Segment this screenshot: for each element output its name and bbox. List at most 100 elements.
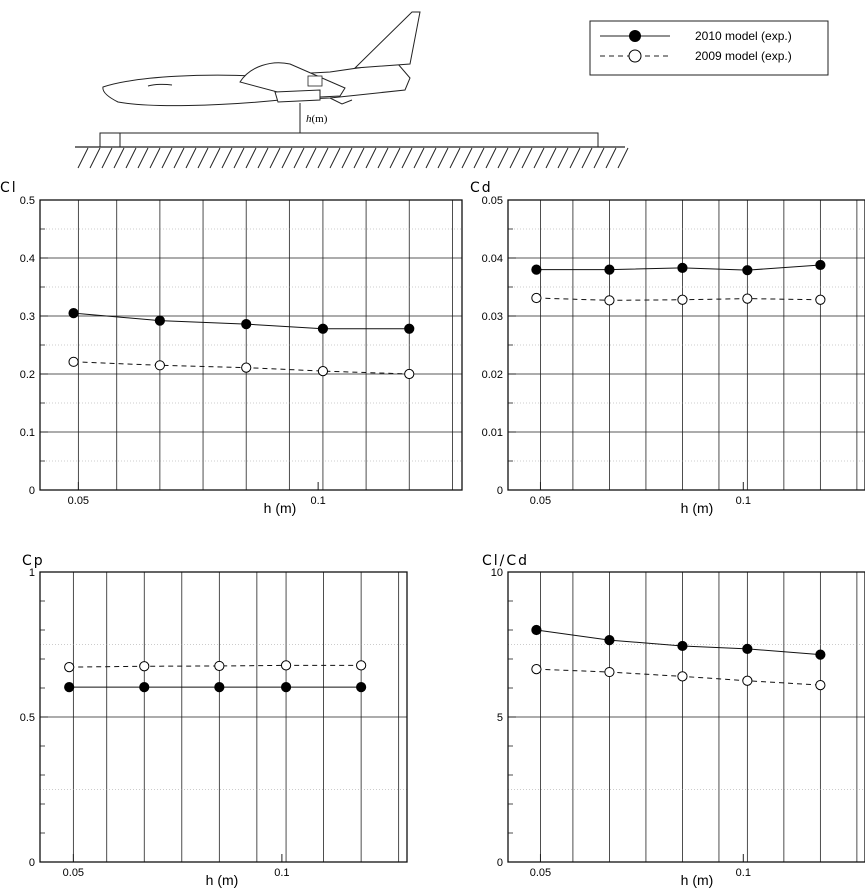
hatch-line	[173, 147, 185, 169]
legend-label-2009: 2009 model (exp.)	[695, 49, 792, 63]
data-point-2009	[742, 293, 753, 304]
hatch-line	[365, 147, 377, 169]
data-point-2009	[531, 292, 542, 304]
y-tick-label: 0.1	[20, 427, 35, 439]
y-tick-label: 0.4	[20, 253, 35, 265]
hatch-line	[521, 147, 533, 169]
hatch-line	[125, 147, 137, 169]
x-tick-label: 0.1	[274, 867, 289, 879]
data-point-2010	[404, 323, 415, 334]
y-tick-label: 0	[29, 857, 35, 869]
data-point-2010	[742, 265, 753, 276]
data-point-2010	[604, 264, 615, 275]
data-point-2009	[214, 660, 225, 672]
ground-effect-diagram: h(m)	[75, 11, 629, 169]
data-point-2010	[64, 682, 75, 693]
data-point-2009	[64, 662, 75, 673]
hatch-line	[377, 147, 389, 169]
plot-frame	[507, 571, 865, 863]
legend-label-2010: 2010 model (exp.)	[695, 29, 792, 43]
y-axis-label-cp: Cp	[22, 553, 45, 569]
hatch-line	[209, 147, 221, 169]
hatch-line	[581, 147, 593, 169]
hatch-line	[269, 147, 281, 169]
data-point-2009	[241, 362, 252, 373]
hatch-line	[257, 147, 269, 169]
hatch-line	[533, 147, 545, 169]
data-point-2010	[68, 308, 79, 319]
chart-cp: 0 0.5 1 0.05 0.1 Cp h (m)	[20, 553, 408, 888]
y-tick-label: 0	[497, 485, 503, 497]
hatch-line	[89, 147, 101, 169]
plot-frame	[39, 571, 408, 863]
hatch-line	[149, 147, 161, 169]
hatch-line	[233, 147, 245, 169]
hatch-line	[329, 147, 341, 169]
hatch-line	[101, 147, 113, 169]
data-point-2010	[677, 640, 688, 652]
hatch-line	[509, 147, 521, 169]
hatch-line	[353, 147, 365, 169]
hatch-line	[413, 147, 425, 169]
hatch-line	[461, 147, 473, 169]
chart-cl: 0 0.1 0.2 0.3 0.4 0.5 0.05 0.1 Cl h (m)	[0, 180, 463, 516]
data-point-2010	[531, 264, 542, 275]
hatch-line	[473, 147, 485, 169]
ground-board	[99, 132, 599, 148]
data-point-2009	[604, 666, 615, 678]
y-tick-label: 0	[29, 485, 35, 497]
x-axis-label: h (m)	[264, 500, 297, 516]
plot-frame	[39, 199, 463, 491]
x-tick-label: 0.05	[530, 867, 551, 879]
chart-cl-cd: 0 5 10 0.05 0.1 Cl/Cd h (m)	[482, 553, 865, 888]
x-axis-label: h (m)	[681, 872, 714, 888]
y-tick-label: 0.3	[20, 311, 35, 323]
legend-marker-2009	[628, 49, 642, 63]
data-point-2009	[154, 360, 165, 371]
height-label: h(m)	[306, 113, 328, 125]
aircraft-wing	[239, 62, 346, 99]
plot-frame	[507, 199, 865, 491]
y-tick-label: 5	[497, 712, 503, 724]
x-tick-label: 0.1	[736, 867, 751, 879]
aircraft-engine-box	[307, 75, 323, 87]
data-point-2009	[815, 680, 826, 691]
data-point-2009	[356, 660, 367, 671]
y-tick-label: 0.5	[20, 712, 35, 724]
aircraft-tail-cone	[329, 97, 353, 105]
hatch-line	[293, 147, 305, 169]
y-tick-label: 0.01	[482, 427, 503, 439]
y-tick-label: 0.04	[482, 253, 503, 265]
data-point-2010	[214, 682, 225, 693]
hatch-line	[545, 147, 557, 169]
legend: 2010 model (exp.) 2009 model (exp.)	[589, 20, 829, 76]
hatch-line	[341, 147, 353, 169]
y-axis-label-cl-cd: Cl/Cd	[482, 553, 529, 569]
data-point-2009	[604, 295, 615, 306]
data-point-2010	[154, 315, 165, 326]
hatch-line	[305, 147, 317, 169]
hatch-line	[557, 147, 569, 169]
hatch-line	[485, 147, 497, 169]
y-tick-label: 0.5	[20, 195, 35, 207]
x-axis-label: h (m)	[206, 872, 239, 888]
aircraft-canopy	[147, 83, 173, 87]
hatch-line	[389, 147, 401, 169]
hatch-line	[593, 147, 605, 169]
y-tick-label: 1	[29, 567, 35, 579]
hatch-line	[185, 147, 197, 169]
y-tick-label: 0.03	[482, 311, 503, 323]
x-tick-label: 0.1	[736, 495, 751, 507]
data-point-2009	[742, 675, 753, 686]
hatch-line	[605, 147, 617, 169]
hatch-line	[137, 147, 149, 169]
legend-box	[589, 20, 829, 76]
data-point-2009	[68, 356, 79, 367]
data-point-2010	[815, 649, 826, 660]
hatch-line	[221, 147, 233, 169]
x-tick-label: 0.1	[310, 495, 325, 507]
ground-hatching	[77, 147, 629, 169]
data-point-2009	[404, 368, 415, 380]
x-axis-label: h (m)	[681, 500, 714, 516]
